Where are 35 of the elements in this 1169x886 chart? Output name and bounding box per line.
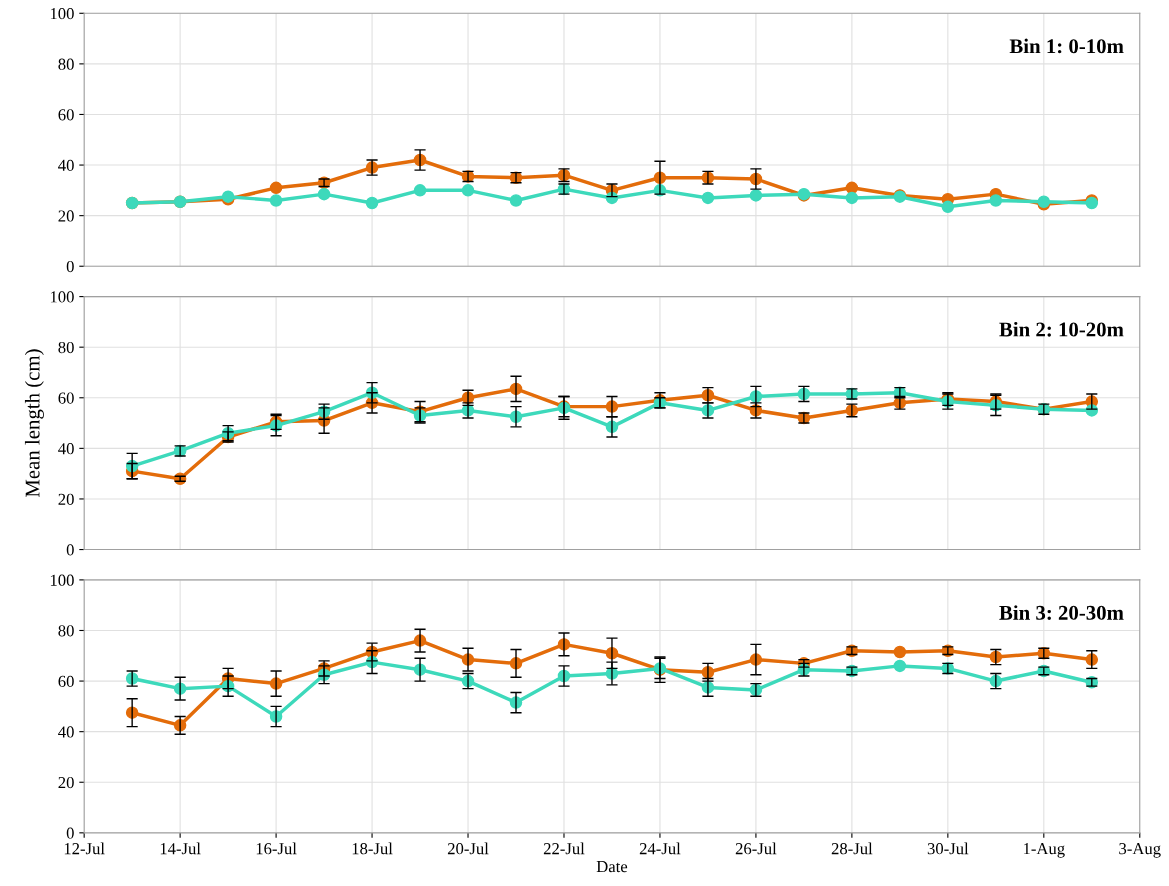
text: Bin 2: 10-20m — [999, 321, 1124, 337]
x-axis-title: Date — [596, 861, 628, 873]
x-tick-label: 1-Aug — [1023, 843, 1065, 858]
x-tick-label: 30-Jul — [927, 842, 969, 855]
y-axis-title: Mean length (cm) — [24, 349, 44, 498]
x-tick-label: 26-Jul — [735, 842, 777, 855]
y-tick-label: 20 — [58, 776, 74, 789]
y-tick-label: 100 — [50, 291, 74, 303]
y-tick-label: 40 — [58, 443, 74, 455]
y-tick-label: 0 — [66, 544, 74, 556]
x-tick-label: 16-Jul — [256, 842, 297, 855]
x-tick-label: 12-Jul — [64, 842, 105, 855]
x-tick-label: 18-Jul — [352, 842, 393, 855]
text: Bin 1: 0-10m — [1009, 38, 1124, 54]
y-tick-label: 0 — [66, 260, 74, 273]
y-tick-label: 60 — [58, 109, 74, 121]
y-tick-label: 80 — [58, 341, 74, 354]
x-tick-label: 14-Jul — [160, 842, 201, 855]
y-tick-label: 80 — [58, 58, 74, 70]
y-tick-label: 40 — [58, 726, 74, 738]
y-tick-label: 60 — [58, 392, 74, 404]
text: Bin 3: 20-30m — [999, 605, 1124, 620]
y-tick-label: 20 — [58, 210, 74, 222]
y-tick-label: 20 — [58, 493, 74, 505]
y-tick-label: 80 — [58, 625, 74, 637]
y-tick-label: 60 — [58, 675, 74, 688]
y-tick-label: 0 — [66, 827, 74, 839]
x-tick-label: 20-Jul — [447, 842, 489, 855]
x-tick-label: 22-Jul — [543, 842, 585, 855]
y-tick-label: 100 — [50, 7, 74, 20]
x-tick-label: 28-Jul — [831, 842, 873, 855]
x-tick-label: 24-Jul — [639, 842, 681, 855]
y-tick-label: 40 — [58, 159, 74, 172]
x-tick-label: 3-Aug — [1119, 843, 1161, 858]
y-tick-label: 100 — [50, 574, 74, 586]
